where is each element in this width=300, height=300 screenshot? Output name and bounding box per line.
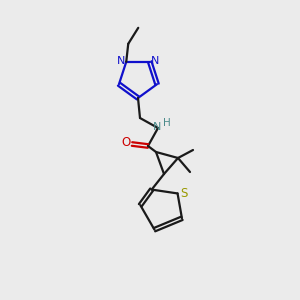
Text: N: N bbox=[151, 56, 159, 66]
Text: S: S bbox=[180, 187, 187, 200]
Text: N: N bbox=[153, 122, 161, 132]
Text: H: H bbox=[163, 118, 171, 128]
Text: O: O bbox=[122, 136, 130, 149]
Text: N: N bbox=[117, 56, 125, 66]
